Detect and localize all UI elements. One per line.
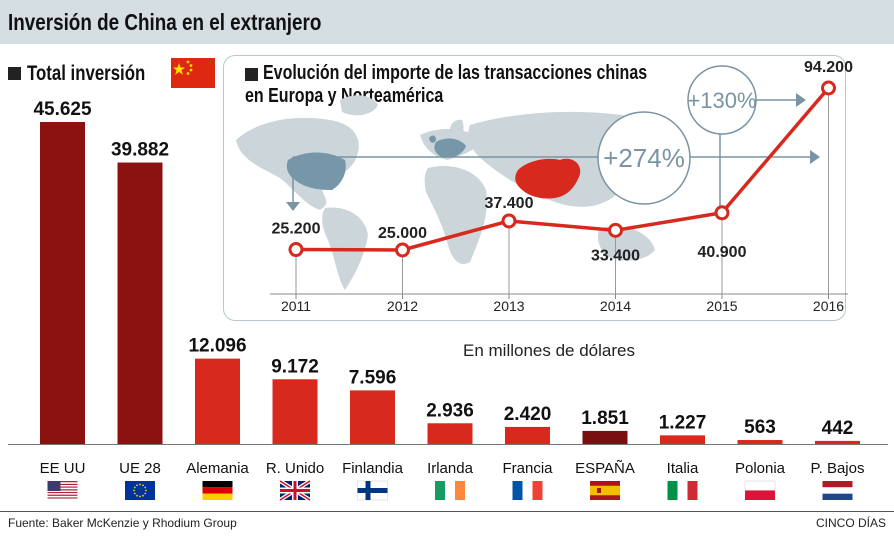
line-value-label: 25.200 [272, 221, 321, 238]
bar-7 [582, 430, 628, 444]
bar-category-label: Irlanda [427, 460, 474, 477]
bar-value-label: 2.936 [426, 400, 474, 421]
netherlands-flag [822, 481, 853, 500]
square-bullet-icon [245, 68, 258, 81]
bar-category-label: Francia [502, 460, 553, 477]
france-flag [512, 481, 543, 500]
header-bar [0, 0, 894, 44]
country-flags [47, 479, 853, 502]
italy-flag [667, 481, 698, 500]
bar-5 [427, 423, 473, 444]
bar-value-label: 7.596 [349, 367, 397, 388]
line-value-label: 37.400 [485, 195, 534, 212]
growth-label-274: +274% [603, 143, 685, 173]
section-title: Total inversión [27, 62, 146, 85]
bar-series: 45.625 EE UU 39.882 UE 28 12.096 Alemania 9.17… [8, 99, 888, 477]
bar-category-label: P. Bajos [811, 460, 865, 477]
bar-8 [660, 435, 705, 444]
bar-category-label: Alemania [186, 460, 249, 477]
year-tick-label: 2012 [387, 298, 418, 314]
source-note: Fuente: Baker McKenzie y Rhodium Group [8, 516, 237, 530]
line-chart-axis: 2011 2012 2013 2014 2015 2016 [270, 88, 848, 314]
uk-flag [278, 479, 312, 502]
bar-value-label: 12.096 [188, 336, 246, 357]
units-note: En millones de dólares [463, 341, 635, 360]
growth-circle-130 [687, 65, 757, 135]
brand-label: CINCO DÍAS [815, 516, 886, 530]
bar-4 [350, 390, 395, 444]
bar-value-label: 442 [822, 418, 854, 439]
germany-flag [202, 481, 233, 500]
eu-flag [125, 481, 155, 500]
bar-category-label: Italia [667, 460, 699, 477]
bar-value-label: 563 [744, 417, 776, 438]
spain-flag [590, 481, 620, 500]
line-value-label: 94.200 [804, 59, 853, 76]
china-flag [171, 58, 215, 88]
line-value-label: 25.000 [378, 225, 427, 242]
inset-title-line2: en Europa y Norteamérica [245, 85, 444, 107]
bar-category-label: UE 28 [119, 460, 161, 477]
bar-value-label: 9.172 [271, 356, 319, 377]
bar-category-label: EE UU [40, 460, 86, 477]
bar-category-label: R. Unido [266, 460, 324, 477]
line-point-2011 [288, 242, 304, 258]
bar-value-label: 1.227 [659, 412, 707, 433]
year-tick-label: 2014 [600, 298, 631, 314]
growth-annotations: +274% +130% [286, 65, 820, 212]
growth-circle-274 [597, 111, 691, 205]
bar-value-label: 45.625 [33, 99, 92, 120]
footer-divider [0, 511, 894, 512]
year-tick-label: 2016 [813, 298, 844, 314]
inset-title-line1: Evolución del importe de las transaccion… [263, 62, 648, 84]
line-value-label: 33.400 [591, 247, 640, 264]
us-flag [47, 481, 78, 500]
bar-3 [272, 379, 318, 444]
ireland-flag [435, 481, 465, 500]
bar-value-label: 2.420 [504, 404, 552, 425]
page-title: Inversión de China en el extranjero [8, 9, 322, 35]
bar-6 [505, 426, 550, 444]
line-point-2016 [821, 80, 836, 96]
year-tick-label: 2011 [281, 298, 311, 314]
year-tick-label: 2015 [706, 298, 737, 314]
bar-value-label: 1.851 [581, 408, 629, 429]
poland-flag [744, 480, 776, 500]
line-point-2013 [501, 213, 517, 229]
line-series: 25.200 25.000 37.400 33.400 40.900 94.200 [272, 59, 854, 264]
finland-flag [357, 480, 388, 501]
bar-category-label: ESPAÑA [575, 460, 635, 477]
bar-category-label: Polonia [735, 460, 786, 477]
bar-1 [117, 162, 163, 444]
growth-label-130: +130% [687, 88, 756, 113]
line-path [295, 86, 830, 252]
year-tick-label: 2013 [493, 298, 524, 314]
bar-0 [40, 122, 85, 444]
bar-10 [815, 440, 860, 444]
bar-2 [195, 358, 240, 444]
line-value-label: 40.900 [698, 244, 747, 261]
line-point-2014 [608, 222, 623, 238]
bar-9 [737, 440, 783, 444]
line-point-2015 [714, 205, 730, 221]
bar-category-label: Finlandia [342, 460, 404, 477]
square-bullet-icon [8, 67, 21, 80]
bar-value-label: 39.882 [111, 140, 169, 161]
line-point-2012 [395, 242, 410, 258]
